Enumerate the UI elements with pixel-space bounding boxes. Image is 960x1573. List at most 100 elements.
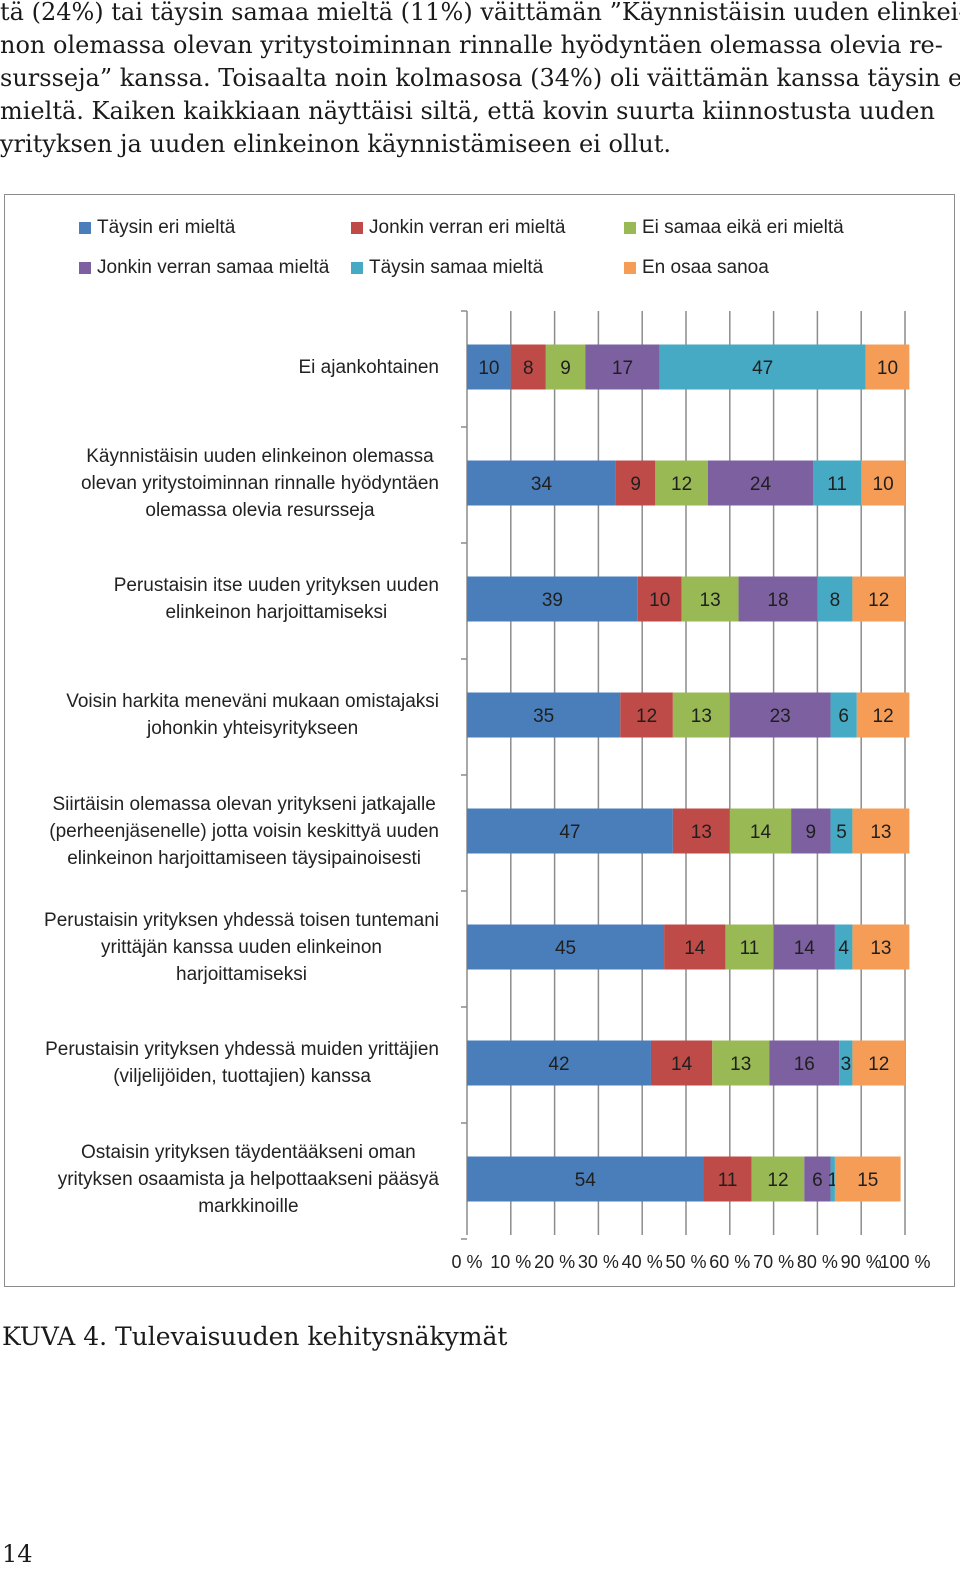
data-label: 13: [730, 1054, 751, 1075]
data-label: 9: [806, 822, 817, 843]
data-label: 24: [750, 474, 772, 495]
bar-segment: [707, 460, 814, 506]
bar-segment: [852, 1040, 905, 1086]
bar-segment: [681, 576, 739, 622]
data-label: 1: [827, 1170, 838, 1191]
data-label: 5: [836, 822, 847, 843]
legend-item: En osaa sanoa: [624, 257, 769, 279]
legend-swatch: [79, 262, 91, 274]
bar-segment: [791, 808, 831, 854]
bar-segment: [834, 1156, 901, 1202]
category-label: Voisin harkita meneväni mukaan omistajak…: [66, 688, 439, 742]
x-tick-label: 40 %: [622, 1252, 663, 1272]
paragraph-line: mieltä. Kaiken kaikkiaan näyttäisi siltä…: [0, 97, 935, 125]
bar-segment: [672, 808, 730, 854]
data-label: 14: [671, 1054, 693, 1075]
bar-segment: [545, 344, 586, 390]
category-label-line: harjoittamiseksi: [176, 963, 307, 985]
data-label: 14: [750, 822, 772, 843]
category-label: Käynnistäisin uuden elinkeinon olemassa o…: [81, 443, 439, 524]
legend-item: Jonkin verran eri mieltä: [351, 217, 565, 239]
bar-segment: [585, 344, 660, 390]
bar-segment: [467, 344, 511, 390]
bar-segment: [615, 460, 656, 506]
data-label: 13: [691, 706, 712, 727]
category-label: Perustaisin yrityksen yhdessä toisen tun…: [44, 907, 439, 988]
x-tick-label: 0 %: [451, 1252, 482, 1272]
data-label: 12: [636, 706, 657, 727]
category-label-line: yrittäjän kanssa uuden elinkeinon: [101, 936, 382, 958]
bar-segment: [659, 344, 866, 390]
category-label-line: olevan yritystoiminnan rinnalle hyödyntä…: [80, 472, 439, 494]
legend-label: Jonkin verran eri mieltä: [369, 217, 566, 238]
category-label-line: yrityksen osaamista ja helpottaakseni pä…: [57, 1168, 439, 1190]
data-label: 6: [812, 1170, 823, 1191]
data-label: 12: [868, 1054, 889, 1075]
legend-label: Täysin eri mieltä: [97, 217, 236, 238]
bar-segment: [830, 692, 857, 738]
bar-segment: [467, 1040, 651, 1086]
legend-swatch: [624, 262, 636, 274]
x-tick-label: 60 %: [709, 1252, 750, 1272]
data-label: 18: [767, 590, 788, 611]
paragraph-line: yrityksen ja uuden elinkeinon käynnistäm…: [0, 130, 671, 158]
legend-item: Jonkin verran samaa mieltä: [79, 257, 329, 279]
chart-frame: Täysin eri mieltä Jonkin verran eri miel…: [4, 194, 955, 1287]
bar-segment: [773, 924, 835, 970]
bar-segment: [769, 1040, 840, 1086]
category-label-line: Perustaisin yrityksen yhdessä toisen tun…: [44, 909, 439, 931]
data-label: 10: [873, 474, 894, 495]
category-label-line: Ei ajankohtainen: [298, 356, 440, 378]
data-label: 11: [827, 474, 847, 495]
bar-segment: [830, 1156, 835, 1202]
data-label: 11: [740, 938, 760, 959]
legend-swatch: [351, 262, 363, 274]
chart-legend: Täysin eri mieltä Jonkin verran eri miel…: [5, 195, 954, 295]
x-tick-label: 80 %: [797, 1252, 838, 1272]
data-label: 6: [838, 706, 849, 727]
data-label: 17: [612, 358, 633, 379]
data-label: 12: [873, 706, 894, 727]
legend-label: Jonkin verran samaa mieltä: [97, 257, 330, 278]
category-label: Ei ajankohtainen: [299, 354, 440, 381]
data-label: 13: [700, 590, 721, 611]
x-tick-label: 90 %: [841, 1252, 882, 1272]
data-label: 14: [794, 938, 816, 959]
category-label-line: Käynnistäisin uuden elinkeinon olemassa: [86, 445, 434, 467]
paragraph-line: non olemassa olevan yritystoiminnan rinn…: [0, 31, 943, 59]
data-label: 13: [870, 822, 891, 843]
figure-caption: KUVA 4. Tulevaisuuden kehitysnäkymät: [2, 1322, 508, 1351]
bar-segment: [738, 576, 818, 622]
data-label: 39: [542, 590, 563, 611]
data-label: 10: [478, 358, 499, 379]
category-label-line: Voisin harkita meneväni mukaan omistajak…: [66, 691, 439, 712]
data-label: 47: [559, 822, 580, 843]
data-label: 10: [649, 590, 670, 611]
legend-item: Täysin eri mieltä: [79, 217, 235, 239]
data-label: 47: [752, 358, 773, 379]
category-label-line: johonkin yhteisyritykseen: [146, 718, 359, 739]
data-label: 11: [718, 1170, 738, 1191]
category-label: Siirtäisin olemassa olevan yritykseni ja…: [49, 791, 439, 872]
data-label: 42: [548, 1054, 569, 1075]
bar-segment: [834, 924, 853, 970]
data-label: 9: [560, 358, 571, 379]
paragraph-line: tä (24%) tai täysin samaa mieltä (11%) v…: [0, 0, 960, 26]
category-label-line: elinkeinon harjoittamiseksi: [165, 602, 388, 623]
category-label: Ostaisin yrityksen täydentääkseni oman yr…: [58, 1139, 439, 1220]
category-label: Perustaisin itse uuden yrityksen uuden el…: [114, 572, 439, 626]
bar-segment: [817, 576, 853, 622]
category-label-line: Perustaisin itse uuden yrityksen uuden: [113, 575, 439, 596]
bar-segment: [852, 924, 910, 970]
bar-segment: [467, 576, 638, 622]
bar-segment: [467, 1156, 704, 1202]
legend-swatch: [351, 222, 363, 234]
data-label: 13: [870, 938, 891, 959]
data-label: 16: [794, 1054, 815, 1075]
page-number: 14: [2, 1540, 33, 1568]
bar-segment: [751, 1156, 805, 1202]
bar-segment: [729, 808, 792, 854]
data-label: 12: [767, 1170, 788, 1191]
category-label-line: elinkeinon harjoittamiseen täysipainoise…: [67, 847, 422, 869]
